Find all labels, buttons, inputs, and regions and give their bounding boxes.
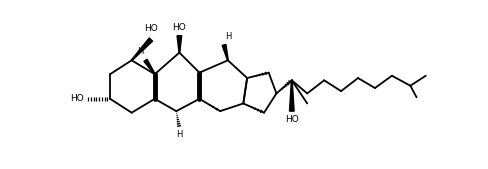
Polygon shape xyxy=(177,36,182,53)
Text: HO: HO xyxy=(285,115,298,124)
Text: HO: HO xyxy=(144,24,158,33)
Polygon shape xyxy=(131,38,152,61)
Text: HO: HO xyxy=(172,23,186,32)
Text: H: H xyxy=(176,130,182,139)
Text: H: H xyxy=(225,32,231,41)
Text: H: H xyxy=(137,47,143,56)
Polygon shape xyxy=(222,44,228,60)
Polygon shape xyxy=(143,59,155,74)
Text: HO: HO xyxy=(70,94,84,103)
Polygon shape xyxy=(289,80,293,111)
